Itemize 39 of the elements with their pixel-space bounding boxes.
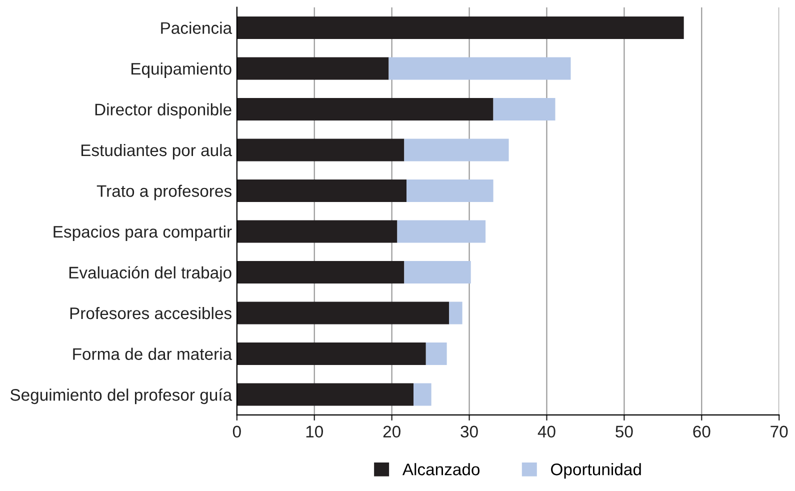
bar xyxy=(406,180,494,202)
bar xyxy=(404,138,509,162)
bar xyxy=(236,383,414,406)
bar xyxy=(236,98,494,120)
legend-label: Alcanzado xyxy=(402,463,480,476)
bar xyxy=(236,57,389,80)
bar xyxy=(236,180,407,202)
bar xyxy=(236,261,404,284)
legend-label: Oportunidad xyxy=(551,463,641,479)
x-tick-label: 60 xyxy=(693,426,710,438)
y-tick-label: Evaluación del trabajo xyxy=(69,266,232,282)
y-tick-label: Espacios para compartir xyxy=(54,225,232,242)
y-tick-label: Equipamiento xyxy=(132,62,232,78)
bar xyxy=(236,220,398,243)
x-tick-label: 0 xyxy=(232,426,241,438)
bar xyxy=(236,138,404,162)
bar xyxy=(404,261,471,284)
bar xyxy=(388,57,571,80)
x-tick-label: 50 xyxy=(616,426,633,438)
bar xyxy=(426,342,447,365)
x-tick-label: 20 xyxy=(383,426,400,438)
y-tick-label: Estudiantes por aula xyxy=(81,144,232,160)
bar xyxy=(449,302,462,324)
x-tick-label: 70 xyxy=(770,426,788,438)
bar xyxy=(236,302,450,324)
bar xyxy=(236,342,426,365)
bar xyxy=(236,16,684,39)
x-tick-label: 30 xyxy=(460,426,478,438)
x-tick-label: 10 xyxy=(306,426,323,438)
y-tick-label: Paciencia xyxy=(161,22,232,34)
y-tick-label: Profesores accesibles xyxy=(70,306,232,320)
y-tick-label: Director disponible xyxy=(95,103,232,119)
x-tick-label: 40 xyxy=(538,426,556,438)
y-tick-label: Trato a profesores xyxy=(96,184,232,200)
y-tick-label: Forma de dar materia xyxy=(73,348,232,360)
bar xyxy=(493,98,556,120)
bar xyxy=(414,383,432,406)
y-tick-label: Seguimiento del profesor guía xyxy=(10,388,232,404)
bar xyxy=(397,220,486,243)
